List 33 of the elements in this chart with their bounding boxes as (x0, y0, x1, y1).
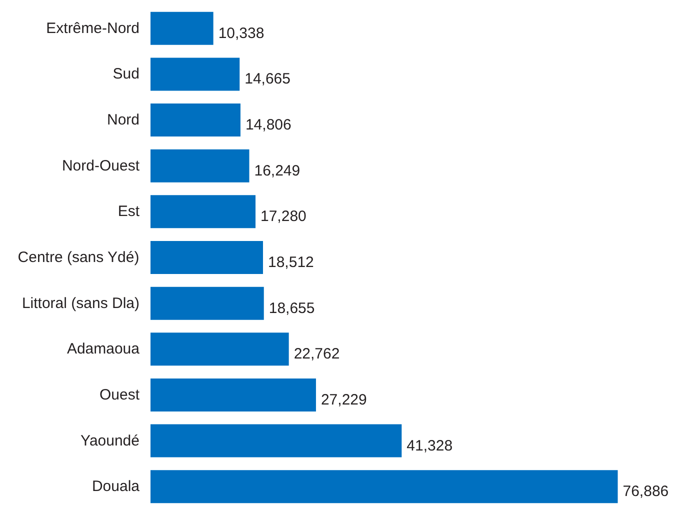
data-label: 10,338 (218, 24, 264, 42)
bar (150, 58, 240, 91)
y-tick-label: Douala (92, 478, 140, 496)
data-label: 18,655 (268, 300, 315, 317)
bar (150, 470, 618, 504)
data-label: 14,665 (244, 70, 291, 88)
bar (150, 241, 263, 274)
bar (150, 286, 264, 320)
y-tick-label: Nord (106, 112, 140, 129)
data-label: 16,249 (254, 162, 300, 180)
data-label: 17,280 (260, 208, 306, 226)
bar (150, 149, 250, 182)
data-label: 18,512 (268, 254, 314, 271)
data-label: 14,806 (245, 116, 292, 134)
bar (150, 424, 402, 458)
y-tick-label: Yaoundé (80, 432, 140, 450)
data-label: 27,229 (320, 391, 367, 408)
bar (150, 104, 240, 137)
data-label: 76,886 (622, 483, 669, 500)
bar (150, 332, 289, 366)
y-tick-label: Sud (112, 66, 140, 83)
y-tick-label: Adamaoua (66, 340, 140, 358)
bar (150, 195, 256, 228)
y-tick-label: Est (118, 203, 140, 220)
bar (150, 378, 316, 412)
data-label: 22,762 (294, 346, 340, 363)
bar (150, 12, 214, 45)
y-tick-label: Centre (sans Ydé) (18, 249, 140, 266)
y-tick-label: Extrême-Nord (46, 20, 140, 37)
y-tick-label: Nord-Ouest (62, 157, 140, 174)
data-label: 41,328 (406, 437, 453, 454)
y-tick-label: Littoral (sans Dla) (22, 294, 140, 312)
y-tick-label: Ouest (99, 386, 140, 404)
